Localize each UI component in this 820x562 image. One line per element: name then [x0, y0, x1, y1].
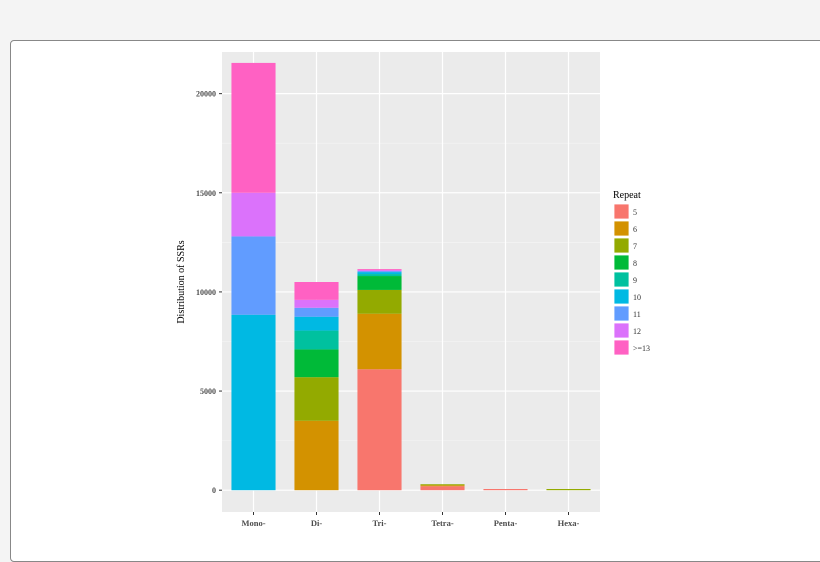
x-tick-label: Mono- — [241, 518, 265, 526]
bar-segment-tri-7 — [357, 289, 402, 314]
legend-label: 6 — [633, 225, 637, 234]
legend-label: 8 — [633, 259, 637, 268]
legend-swatch-7 — [613, 237, 630, 254]
y-tick-label: 10000 — [196, 288, 216, 297]
x-tick-label: Tri- — [372, 518, 386, 526]
legend-swatch-9 — [613, 271, 630, 288]
legend-title: Repeat — [613, 190, 641, 201]
bar-segment-di-10 — [294, 316, 339, 331]
legend-label: 7 — [633, 242, 637, 251]
plot-panel — [222, 52, 600, 512]
legend-label: >=13 — [633, 344, 650, 353]
y-axis-title: Distribution of SSRs — [176, 240, 187, 323]
bar-segment-di-8 — [294, 349, 339, 378]
chart-figure: 0 5000 10000 15000 20000 Mono- Di- Tri- Tetra- Pe… — [175, 50, 651, 526]
legend-swatch-6 — [613, 220, 630, 237]
legend-label: 9 — [633, 276, 637, 285]
bar-segment-mono-13 — [231, 62, 276, 193]
legend-label: 12 — [633, 327, 641, 336]
bar-segment-mono-10 — [231, 314, 276, 491]
x-tick-label: Tetra- — [431, 518, 454, 526]
bar-segment-di-9 — [294, 330, 339, 350]
legend-label: 10 — [633, 293, 641, 302]
bar-segment-tetra-5 — [420, 486, 465, 491]
y-tick-label: 20000 — [196, 90, 216, 99]
legend-swatch-10 — [613, 288, 630, 305]
bar-segment-tri-8 — [357, 276, 402, 290]
bar-segment-tri-9 — [357, 274, 402, 277]
bar-segment-di-7 — [294, 377, 339, 421]
bar-segment-tetra-7 — [420, 484, 465, 486]
legend-swatch-8 — [613, 254, 630, 271]
bar-segment-tri-11 — [357, 271, 402, 273]
bar-segment-di-13 — [294, 282, 339, 300]
x-tick-label: Penta- — [494, 518, 518, 526]
bar-segment-di-11 — [294, 307, 339, 317]
legend-label: 5 — [633, 208, 637, 217]
bar-segment-tri-13 — [357, 269, 402, 271]
y-tick-label: 15000 — [196, 189, 216, 198]
bar-segment-di-6 — [294, 420, 339, 491]
y-tick-label: 5000 — [200, 387, 216, 396]
bar-segment-penta-5 — [483, 489, 528, 491]
bar-segment-mono-12 — [231, 192, 276, 237]
bar-segment-tri-12 — [357, 270, 402, 272]
legend-swatch-13 — [613, 339, 630, 356]
bar-segment-tri-5 — [357, 369, 402, 491]
bar-segment-di-12 — [294, 299, 339, 308]
legend-label: 11 — [633, 310, 641, 319]
stacked-bar-chart: 0 5000 10000 15000 20000 Mono- Di- Tri- Tetra- Pe… — [176, 52, 650, 526]
legend-swatch-12 — [613, 322, 630, 339]
bar-segment-hexa-7 — [546, 489, 591, 491]
legend-swatch-11 — [613, 305, 630, 322]
bar-segment-tetra-6 — [420, 485, 465, 487]
x-tick-label: Hexa- — [558, 518, 580, 526]
x-tick-label: Di- — [311, 518, 323, 526]
bar-segment-tri-6 — [357, 313, 402, 370]
legend-swatch-5 — [613, 203, 630, 220]
y-tick-label: 0 — [212, 486, 216, 495]
bar-segment-tri-10 — [357, 272, 402, 275]
bar-segment-mono-11 — [231, 236, 276, 315]
